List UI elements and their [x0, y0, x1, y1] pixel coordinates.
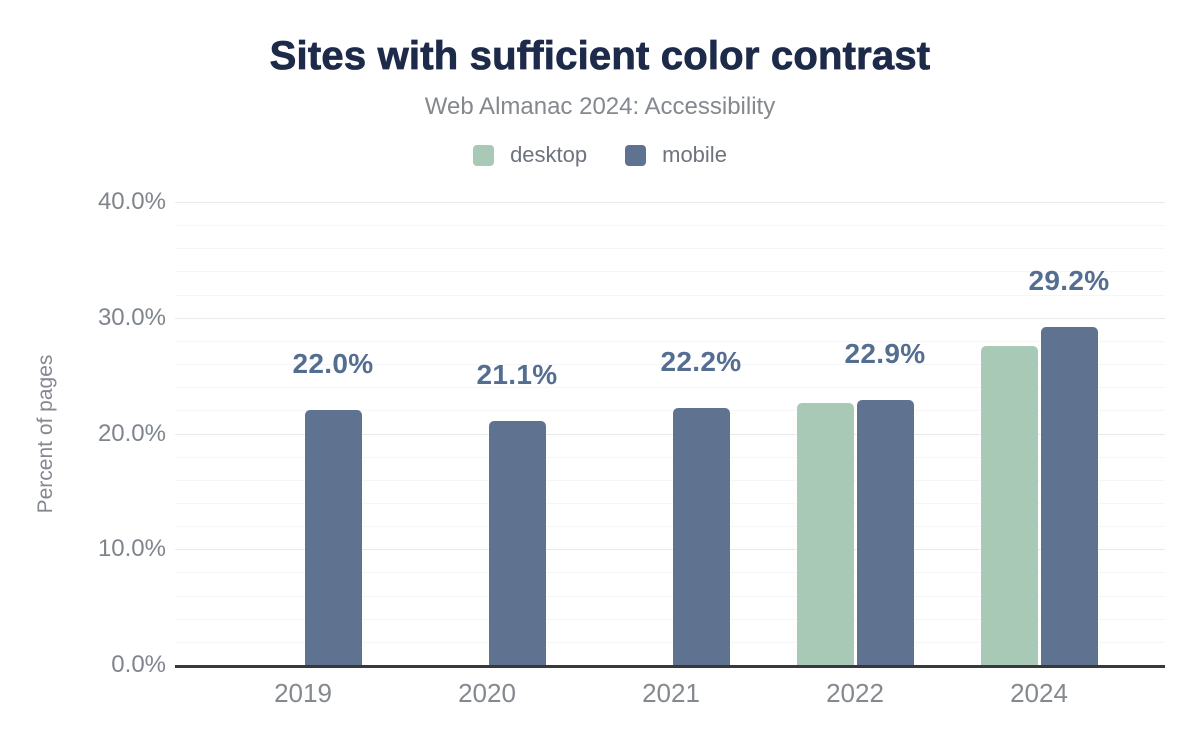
data-label-2022: 22.9% [844, 337, 926, 369]
y-tick-label: 20.0% [97, 419, 166, 447]
gridline-minor [175, 572, 1165, 574]
gridline-minor [175, 641, 1165, 643]
y-tick-label: 30.0% [97, 303, 166, 331]
legend-swatch-mobile [625, 144, 647, 166]
gridline-minor [175, 202, 1165, 203]
data-label-2024: 29.2% [1028, 265, 1110, 297]
x-tick-label: 2019 [274, 678, 332, 708]
x-tick-label: 2022 [826, 678, 884, 708]
gridline-minor [175, 271, 1165, 273]
gridline-minor [175, 595, 1165, 597]
gridline-minor [175, 387, 1165, 389]
bar-mobile-2024 [1040, 327, 1098, 665]
x-tick-label: 2024 [1010, 678, 1068, 708]
gridline-minor [175, 317, 1165, 319]
bar-mobile-2019 [304, 410, 362, 665]
gridline-minor [175, 618, 1165, 620]
gridline-minor [175, 410, 1165, 412]
gridline-minor [175, 364, 1165, 366]
data-label-2021: 22.2% [660, 346, 742, 378]
gridline-minor [175, 248, 1165, 250]
x-tick-label: 2021 [642, 678, 700, 708]
bar-mobile-2020 [488, 420, 546, 665]
bar-desktop-2022 [796, 403, 854, 665]
gridline-minor [175, 479, 1165, 481]
gridline-minor [175, 549, 1165, 551]
gridline-minor [175, 340, 1165, 342]
plot-area: 22.0% 21.1% 22.2% 22.9% 29.2% [175, 202, 1165, 665]
data-label-2020: 21.1% [476, 358, 558, 390]
gridline-minor [175, 294, 1165, 296]
legend-item-mobile: mobile [625, 142, 727, 168]
y-tick-label: 40.0% [97, 188, 166, 215]
legend-label-mobile: mobile [662, 142, 727, 167]
bar-mobile-2021 [672, 408, 730, 665]
y-tick-label: 10.0% [97, 535, 166, 563]
legend-label-desktop: desktop [510, 142, 588, 167]
gridline-minor [175, 502, 1165, 504]
gridline-minor [175, 225, 1165, 227]
x-tick-label: 2020 [458, 678, 516, 708]
legend-item-desktop: desktop [473, 142, 587, 168]
legend: desktop mobile [0, 142, 1200, 168]
bar-desktop-2024 [980, 345, 1038, 665]
chart-subtitle: Web Almanac 2024: Accessibility [424, 93, 776, 120]
legend-swatch-desktop [473, 144, 495, 166]
x-axis-line [175, 665, 1165, 668]
bar-mobile-2022 [856, 399, 914, 665]
data-label-2019: 22.0% [292, 348, 374, 380]
gridline-minor [175, 433, 1165, 435]
gridline-minor [175, 526, 1165, 528]
y-tick-label: 0.0% [111, 651, 166, 678]
gridline-minor [175, 456, 1165, 458]
chart-title: Sites with sufficient color contrast [269, 34, 931, 79]
